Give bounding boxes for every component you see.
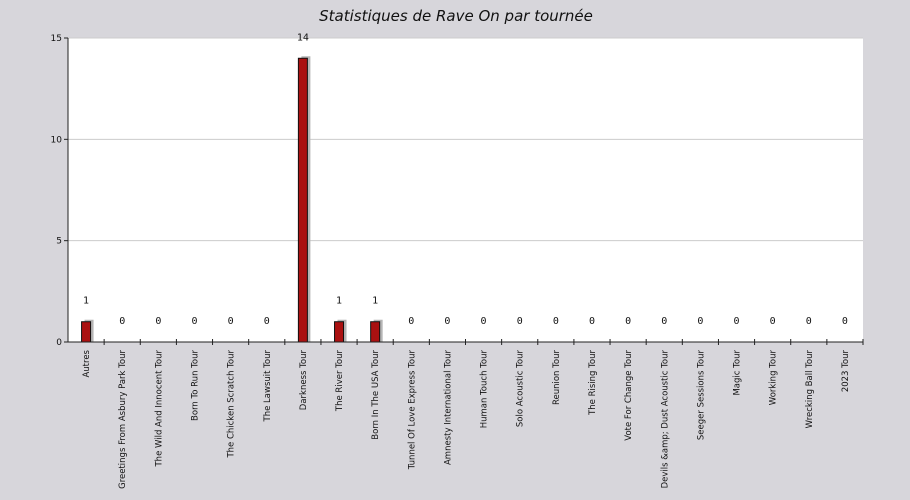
value-label: 0 [155,316,161,327]
x-tick-label: Amnesty International Tour [443,350,453,465]
x-tick-label: Reunion Tour [552,350,562,406]
value-label: 0 [444,316,450,327]
value-label: 0 [770,316,776,327]
x-tick-label: Devils &amp; Dust Acoustic Tour [660,349,670,488]
value-label: 0 [481,316,487,327]
x-tick-label: The River Tour [335,350,345,413]
x-tick-label: Magic Tour [733,350,743,396]
y-tick-label: 15 [51,34,62,44]
y-tick-label: 0 [56,338,62,348]
value-label: 0 [625,316,631,327]
x-tick-label: The Chicken Scratch Tour [227,350,237,459]
bar [370,321,381,343]
x-tick-label: Born To Run Tour [190,350,200,421]
axes [64,37,864,345]
x-tick-label: 2023 Tour [841,350,851,393]
value-label: 0 [734,316,740,327]
value-label: 0 [191,316,197,327]
value-label: 0 [589,316,595,327]
value-label: 0 [119,316,125,327]
value-label: 0 [661,316,667,327]
y-tick-label: 5 [56,237,62,247]
value-label: 0 [806,316,812,327]
value-label: 0 [842,316,848,327]
value-label: 1 [83,296,89,307]
x-tick-label: Born In The USA Tour [371,350,381,440]
x-tick-label: Seeger Sessions Tour [696,350,706,441]
value-label: 0 [264,316,270,327]
bar [81,321,92,343]
x-tick-label: Human Touch Tour [480,350,490,429]
x-tick-label: Autres [82,349,92,377]
value-label: 1 [336,296,342,307]
x-tick-label: The Wild And Innocent Tour [154,350,164,468]
y-tick-label: 10 [51,135,63,145]
x-tick-label: Solo Acoustic Tour [516,350,526,428]
x-tick-label: Wrecking Ball Tour [805,350,815,429]
value-label: 14 [297,32,309,43]
x-tick-label: Vote For Change Tour [624,350,634,441]
x-tick-label: Greetings From Asbury Park Tour [118,350,128,489]
grid-lines [68,37,863,242]
bar [334,321,345,343]
x-tick-label: Working Tour [769,349,779,405]
bars [81,56,383,343]
value-label: 0 [517,316,523,327]
x-tick-label: Darkness Tour [299,350,309,411]
value-label: 0 [408,316,414,327]
value-label: 1 [372,296,378,307]
plot-area [68,38,863,342]
value-label: 0 [553,316,559,327]
bar [297,57,308,343]
x-tick-label: Tunnel Of Love Express Tour [407,350,417,471]
x-tick-label: The Lawsuit Tour [263,349,273,422]
value-label: 0 [697,316,703,327]
chart-title: Statistiques de Rave On par tournée [319,7,593,25]
x-tick-label: The Rising Tour [588,350,598,416]
value-label: 0 [228,316,234,327]
